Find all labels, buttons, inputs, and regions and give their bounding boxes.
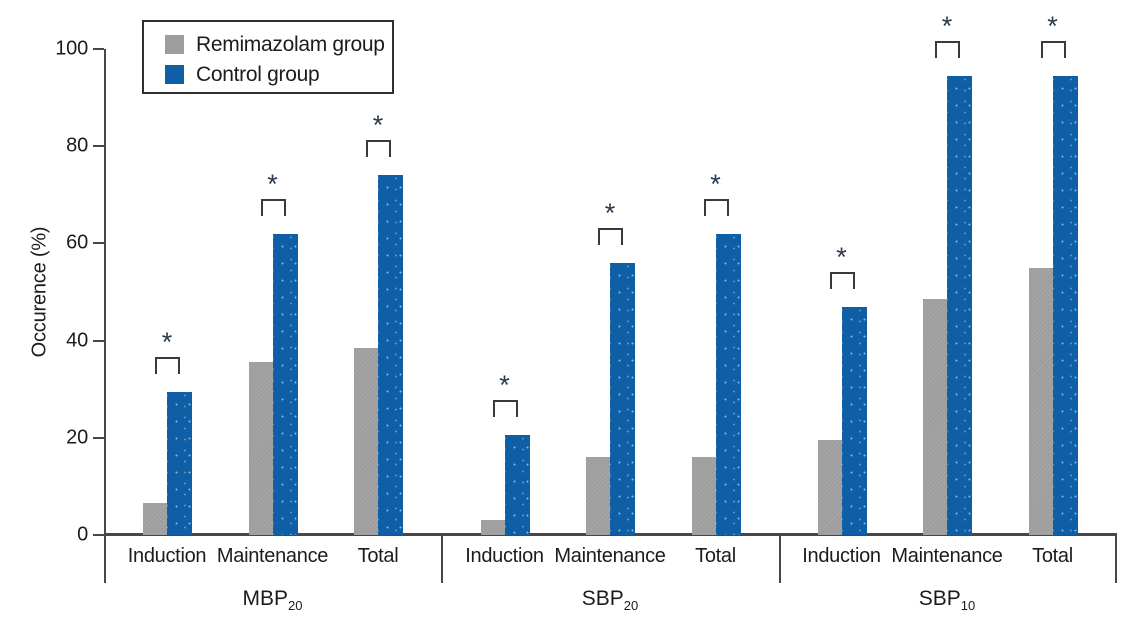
bar-control — [272, 233, 298, 535]
group-separator — [441, 535, 443, 583]
bar-remimazolam — [1028, 267, 1053, 535]
category-label: Total — [695, 545, 736, 567]
significance-asterisk: * — [710, 168, 721, 199]
y-axis-line — [104, 49, 106, 583]
bar-control — [715, 233, 741, 535]
significance-bracket — [935, 40, 960, 58]
y-tick-label: 0 — [77, 523, 88, 546]
significance-bracket — [1040, 40, 1066, 58]
bar-remimazolam — [691, 457, 716, 535]
y-tick-mark — [93, 339, 104, 342]
category-label: Total — [1032, 545, 1073, 567]
y-tick-mark — [93, 534, 104, 536]
category-label: Total — [357, 545, 399, 567]
significance-bracket — [366, 140, 391, 158]
y-tick-mark — [93, 436, 104, 439]
category-label: Maintenance — [216, 545, 329, 567]
category-label: Induction — [802, 545, 881, 567]
bar-remimazolam — [480, 520, 505, 535]
category-label: Maintenance — [554, 545, 666, 567]
group-label-text: SBP — [581, 587, 624, 610]
bar-remimazolam — [354, 347, 378, 535]
y-tick-mark — [93, 242, 104, 245]
bar-control — [1052, 75, 1078, 535]
y-tick-label: 100 — [55, 37, 88, 60]
significance-asterisk: * — [836, 241, 847, 272]
y-tick-label: 60 — [66, 231, 88, 254]
bar-remimazolam — [817, 440, 842, 535]
significance-asterisk: * — [161, 326, 173, 357]
legend-item-control: Control group — [165, 61, 392, 88]
bar-control — [610, 262, 635, 535]
significance-bracket — [492, 400, 518, 418]
legend-swatch-remimazolam-icon — [165, 35, 184, 54]
category-label: Maintenance — [891, 545, 1003, 567]
significance-bracket — [260, 198, 286, 216]
bar-remimazolam — [248, 362, 273, 535]
significance-asterisk: * — [372, 110, 384, 141]
category-label: Induction — [127, 545, 207, 567]
category-label: Induction — [465, 545, 544, 567]
significance-bracket — [155, 356, 180, 374]
bar-control — [378, 175, 403, 535]
significance-asterisk: * — [1047, 10, 1058, 41]
significance-asterisk: * — [499, 370, 510, 401]
y-tick-mark — [93, 48, 104, 50]
significance-asterisk: * — [941, 10, 953, 41]
significance-asterisk: * — [267, 168, 278, 199]
group-label-subscript: 10 — [960, 598, 976, 613]
y-tick-label: 20 — [66, 426, 88, 449]
group-label: MBP20 — [243, 587, 303, 613]
significance-bracket — [829, 271, 855, 289]
group-label-subscript: 20 — [288, 598, 303, 613]
group-separator — [1115, 535, 1117, 583]
significance-asterisk: * — [604, 197, 616, 228]
bar-remimazolam — [586, 457, 610, 535]
group-label-text: MBP — [242, 587, 289, 610]
legend-item-remimazolam: Remimazolam group — [165, 31, 392, 58]
y-tick-label: 40 — [66, 329, 88, 352]
group-label: SBP20 — [582, 587, 639, 613]
bar-control — [947, 75, 972, 535]
legend-label-control: Control group — [196, 62, 320, 86]
group-label-text: SBP — [918, 587, 961, 610]
y-tick-label: 80 — [66, 134, 88, 157]
y-tick-mark — [93, 145, 104, 148]
significance-bracket — [598, 227, 623, 245]
bar-remimazolam — [143, 503, 167, 535]
group-label: SBP10 — [919, 587, 976, 613]
significance-bracket — [703, 198, 729, 216]
bar-remimazolam — [923, 299, 947, 535]
group-separator — [779, 535, 781, 583]
bar-control — [504, 435, 530, 535]
legend-label-remimazolam: Remimazolam group — [196, 32, 385, 56]
legend: Remimazolam group Control group — [142, 20, 394, 94]
bar-control — [167, 391, 192, 535]
group-label-subscript: 20 — [623, 598, 639, 613]
legend-swatch-control-icon — [165, 65, 184, 84]
bar-control — [841, 306, 867, 535]
